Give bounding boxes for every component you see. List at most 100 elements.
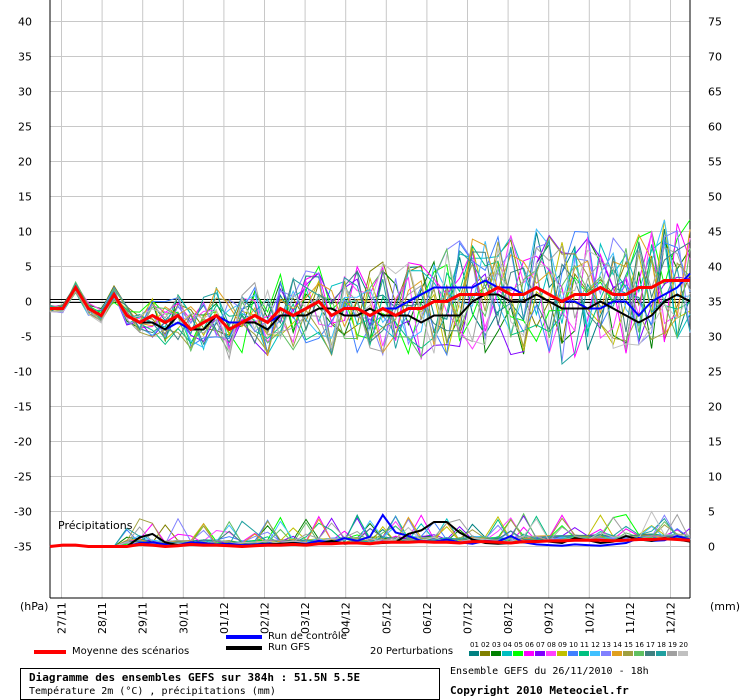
mean-swatch [34,649,66,654]
x-tick-label: 01/12 [218,602,231,634]
legend-mean: Moyenne des scénarios [34,646,189,657]
x-tick-label: 06/12 [421,602,434,634]
y-right-tick-label: 65 [708,86,722,99]
y-right-tick-label: 70 [708,51,722,64]
perturbation-temp-line [49,248,691,355]
perturbation-swatch [634,651,644,656]
perturbation-swatch [557,651,567,656]
perturbation-temp-line [49,230,691,362]
perturbation-swatch [656,651,666,656]
x-tick-label: 02/12 [259,602,272,634]
y-left-tick-label: 0 [25,296,32,309]
perturbation-temp-line [49,228,691,354]
y-right-tick-label: 0 [708,541,715,554]
y-right-tick-label: 40 [708,261,722,274]
precipitation-annotation: Précipitations [58,519,133,532]
perturbation-number: 17 [646,641,655,649]
mean-temp-line [50,279,690,332]
x-tick-label: 11/12 [624,602,637,634]
perturbation-swatch [491,651,501,656]
perturbation-number: 19 [668,641,677,649]
perturbation-swatch [678,651,688,656]
perturbation-number: 10 [569,641,578,649]
perturbation-swatch [546,651,556,656]
x-tick-label: 12/12 [665,602,678,634]
perturbation-number: 08 [547,641,556,649]
gfs-temp-line [50,285,691,331]
perturbation-swatch [579,651,589,656]
y-right-tick-label: 30 [708,331,722,344]
perturbation-temp-line [49,235,691,357]
y-left-tick-label: 10 [18,226,32,239]
x-tick-label: 05/12 [380,602,393,634]
perturbation-temp-line [49,247,691,359]
y-left-tick-label: -15 [14,401,32,414]
x-tick-label: 07/12 [462,602,475,634]
perturbation-temp-line [49,241,691,346]
perturbation-swatch [535,651,545,656]
y-left-ticks: 40 35 30 25 20 15 10 5 0 -5 -10 -15 -20 -25 -30 -35 [14,16,32,554]
perturbation-swatch [524,651,534,656]
control-precip-line [49,513,691,548]
perturbation-number: 01 [470,641,479,649]
perturbation-number: 12 [591,641,600,649]
perturbation-swatch [667,651,677,656]
y-right-tick-label: 75 [708,16,722,29]
perturbation-number: 02 [481,641,490,649]
x-tick-labels: 27/11 28/11 29/11 30/11 01/12 02/12 03/12 04/12… [56,602,678,634]
y-left-tick-label: 30 [18,86,32,99]
perturbation-precip-line [49,519,691,547]
perturbation-swatch [590,651,600,656]
y-right-unit-label: (mm) [710,600,740,613]
copyright: Copyright 2010 Meteociel.fr [450,684,629,697]
perturbation-temp-line [49,245,691,361]
y-left-tick-label: -30 [14,506,32,519]
perturbation-swatch [623,651,633,656]
perturbation-swatch [469,651,479,656]
x-tick-label: 08/12 [502,602,515,634]
perturbation-number: 09 [558,641,567,649]
y-right-tick-label: 50 [708,191,722,204]
perturbation-number: 06 [525,641,534,649]
perturbation-number: 11 [580,641,589,649]
perturbation-swatch [612,651,622,656]
legend-perturbations-label: 20 Perturbations [370,646,454,657]
y-right-tick-label: 60 [708,121,722,134]
legend-gfs-label: Run GFS [268,642,311,653]
legend-control: Run de contrôle [226,631,347,642]
mean-precip-line [49,537,691,549]
y-right-tick-label: 35 [708,296,722,309]
perturbation-number: 05 [514,641,523,649]
perturbation-swatch [513,651,523,656]
y-left-tick-label: -10 [14,366,32,379]
ensemble-info: Ensemble GEFS du 26/11/2010 - 18h [450,666,649,677]
y-left-tick-label: 40 [18,16,32,29]
footer-title: Diagramme des ensembles GEFS sur 384h : … [29,671,361,684]
y-left-tick-label: -5 [21,331,32,344]
y-right-tick-label: 5 [708,506,715,519]
perturbation-swatch [601,651,611,656]
perturbation-number: 15 [624,641,633,649]
perturbation-swatch [480,651,490,656]
footer-subtitle: Température 2m (°C) , précipitations (mm… [29,686,276,697]
perturbation-temp-line [49,230,691,357]
x-tick-label: 09/12 [543,602,556,634]
y-left-tick-label: 25 [18,121,32,134]
legend-perturbations: 20 Perturbations [370,646,453,657]
y-left-tick-label: 5 [25,261,32,274]
perturbation-swatch [568,651,578,656]
gfs-swatch [226,645,262,650]
perturbation-number: 04 [503,641,512,649]
y-right-tick-label: 45 [708,226,722,239]
y-left-tick-label: 15 [18,191,32,204]
x-tick-label: 03/12 [299,602,312,634]
main-lines [49,272,691,549]
x-tick-label: 29/11 [137,602,150,634]
perturbation-precip-line [49,517,691,547]
x-tick-label: 10/12 [583,602,596,634]
y-left-tick-label: -35 [14,541,32,554]
control-swatch [226,634,262,639]
x-tick-label: 27/11 [56,602,69,634]
perturbation-lines [49,219,691,547]
